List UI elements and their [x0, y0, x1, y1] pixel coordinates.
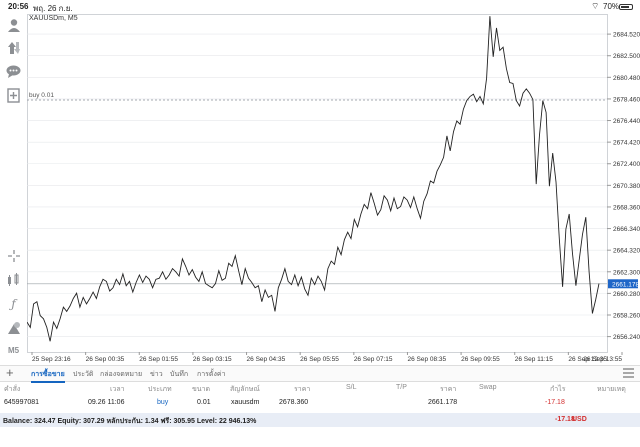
- x-tick-label: 26 Sep 00:35: [86, 356, 125, 363]
- tab-mailbox[interactable]: กล่องจดหมาย: [100, 371, 143, 378]
- indicators-icon[interactable]: [5, 271, 22, 288]
- row-type: buy: [157, 399, 169, 406]
- y-tick-label: 2658.260: [613, 312, 640, 319]
- account-icon[interactable]: [5, 16, 22, 33]
- battery-percent: 70%: [603, 2, 620, 11]
- col-swap: Swap: [479, 384, 497, 391]
- battery-icon: [619, 4, 633, 10]
- order-level-label: buy 0.01: [29, 92, 54, 99]
- col-price: ราคา: [440, 386, 457, 393]
- y-tick-label: 2674.420: [613, 140, 640, 147]
- y-tick-label: 2676.440: [613, 118, 640, 125]
- y-tick-label: 2678.460: [613, 96, 640, 103]
- chart-canvas[interactable]: 2684.520 2682.500 2680.480 2678.460 2676.440…: [27, 14, 640, 366]
- tab-settings[interactable]: การตั้งค่า: [197, 371, 226, 378]
- function-icon[interactable]: ƒ: [11, 296, 16, 311]
- summary-profit: -17.18: [555, 416, 575, 423]
- status-date: พฤ. 26 ก.ย.: [33, 4, 73, 13]
- row-size: 0.01: [197, 399, 211, 406]
- objects-icon[interactable]: [5, 319, 22, 336]
- x-tick-label: 25 Sep 23:16: [32, 356, 71, 363]
- y-tick-label: 2670.380: [613, 183, 640, 190]
- x-tick-label: 26 Sep 05:55: [300, 356, 339, 363]
- plot-frame: [27, 14, 608, 353]
- col-symbol: สัญลักษณ์: [230, 386, 260, 393]
- col-time: เวลา: [110, 386, 125, 393]
- chart-symbol-label: XAUUSDm, M5: [29, 15, 78, 22]
- chart-toolbar: ƒ M5: [0, 14, 27, 366]
- account-summary: Balance: 324.47 Equity: 307.29 หลักประกั…: [0, 413, 640, 427]
- x-tick-label: 26 Sep 07:15: [354, 356, 393, 363]
- x-tick-label: 26 Sep 09:55: [461, 356, 500, 363]
- timeframe-label[interactable]: M5: [7, 346, 20, 355]
- tab-history[interactable]: ประวัติ: [73, 371, 94, 378]
- y-tick-label: 2660.280: [613, 291, 640, 298]
- col-type: ประเภท: [148, 386, 172, 393]
- crosshair-icon[interactable]: [5, 247, 22, 264]
- table-row[interactable]: 645997081 09.26 11:06 buy 0.01 xauusdm 2…: [0, 397, 640, 411]
- clock-time: 20:56: [8, 2, 29, 11]
- col-size: ขนาด: [192, 386, 211, 393]
- col-comment: หมายเหตุ: [597, 386, 626, 393]
- y-tick-label: 2684.520: [613, 32, 640, 39]
- current-price-badge: [608, 279, 638, 289]
- chat-icon[interactable]: [5, 63, 22, 80]
- x-tick-label: 26 Sep 08:35: [407, 356, 446, 363]
- col-tp: T/P: [396, 384, 407, 391]
- y-tick-label: 2672.400: [613, 161, 640, 168]
- new-order-icon[interactable]: [5, 87, 22, 104]
- add-icon[interactable]: +: [6, 365, 14, 380]
- row-price: 2661.178: [428, 399, 458, 406]
- x-tick-label: 26 Sep 11:15: [515, 356, 554, 363]
- trade-arrows-icon[interactable]: [5, 39, 22, 56]
- tab-news[interactable]: ข่าว: [150, 371, 163, 378]
- x-tick-label: 26 Sep 12:35: [568, 356, 607, 363]
- col-open-price: ราคา: [294, 386, 311, 393]
- wifi-icon: ⌔: [591, 1, 600, 11]
- col-order: คำสั่ง: [4, 386, 21, 393]
- terminal-tabs: + การซื้อขาย ประวัติ กล่องจดหมาย ข่าว บั…: [0, 365, 640, 383]
- y-tick-label: 2682.500: [613, 53, 640, 60]
- positions-table-header: คำสั่ง เวลา ประเภท ขนาด สัญลักษณ์ ราคา S…: [0, 382, 640, 394]
- y-tick-label: 2656.240: [613, 334, 640, 341]
- y-tick-label: 2666.340: [613, 226, 640, 233]
- row-profit: -17.18: [545, 399, 565, 406]
- summary-currency: USD: [572, 416, 587, 423]
- y-tick-label: 2680.480: [613, 75, 640, 82]
- price-chart[interactable]: 2684.520 2682.500 2680.480 2678.460 2676.440…: [27, 14, 640, 366]
- tab-journal[interactable]: บันทึก: [170, 371, 189, 378]
- status-bar: 20:56 พฤ. 26 ก.ย. ⌔ 70%: [0, 0, 640, 14]
- x-tick-label: 26 Sep 13:55: [583, 356, 622, 363]
- tab-trade[interactable]: การซื้อขาย: [31, 369, 65, 383]
- x-tick-label: 26 Sep 04:35: [247, 356, 286, 363]
- row-symbol: xauusdm: [231, 399, 260, 406]
- y-tick-label: 2664.320: [613, 248, 640, 255]
- price-line-series: [27, 16, 600, 342]
- x-tick-label: 26 Sep 03:15: [193, 356, 232, 363]
- list-settings-icon[interactable]: [622, 367, 635, 381]
- col-sl: S/L: [346, 384, 357, 391]
- row-open-price: 2678.360: [279, 399, 309, 406]
- summary-text: Balance: 324.47 Equity: 307.29 หลักประกั…: [3, 418, 257, 425]
- col-profit: กำไร: [550, 386, 566, 393]
- row-order: 645997081: [4, 399, 40, 406]
- current-price-label: 2661.178: [612, 281, 639, 288]
- x-tick-label: 26 Sep 01:55: [139, 356, 178, 363]
- row-time: 09.26 11:06: [88, 399, 125, 406]
- y-tick-label: 2662.300: [613, 269, 640, 276]
- y-tick-label: 2668.360: [613, 204, 640, 211]
